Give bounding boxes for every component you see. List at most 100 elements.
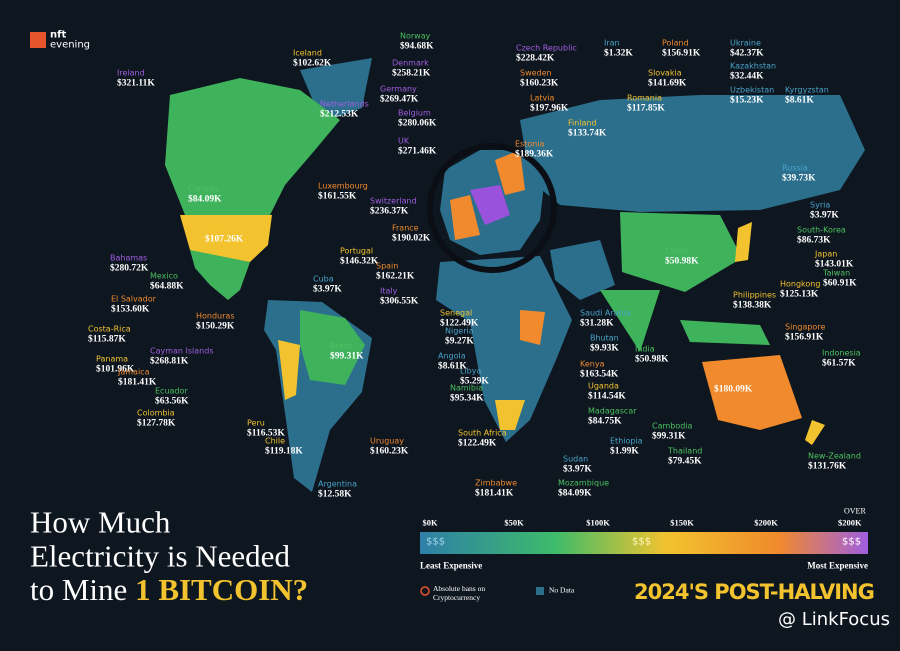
logo-text: nft [50, 29, 66, 40]
country-value: $146.32K [340, 256, 379, 267]
no-data-label: No Data [549, 586, 575, 595]
country-value: $163.54K [580, 369, 619, 380]
legend-over-value: $200K [838, 517, 862, 527]
ban-label: Absolute bans on Cryptocurrency [433, 584, 486, 602]
country-name: Madagascar [588, 407, 637, 416]
country-name: Poland [662, 39, 689, 48]
country-value: $127.78K [137, 418, 176, 429]
legend-tick: $150K [670, 517, 694, 527]
country-name: Luxembourg [318, 182, 368, 191]
country-value: $133.74K [568, 128, 607, 139]
country-value: $86.73K [797, 235, 831, 246]
country-value: $99.31K [330, 351, 364, 362]
country-value: $271.46K [398, 146, 437, 157]
country-value: $3.97K [563, 464, 592, 475]
country-name: Costa-Rica [88, 325, 131, 334]
nordics [495, 150, 525, 195]
country-value: $280.72K [110, 263, 149, 274]
country-name: Iran [604, 39, 620, 48]
country-value: $153.60K [111, 304, 150, 315]
country-name: Spain [376, 262, 398, 271]
country-value: $39.73K [782, 173, 816, 184]
country-value: $114.54K [588, 391, 626, 402]
country-value: $84.09K [558, 488, 592, 499]
country-value: $122.49K [458, 438, 497, 449]
ban-label-box: Absolute bans on Cryptocurrency [433, 584, 486, 602]
country-name: Mozambique [558, 479, 609, 488]
country-value: $258.21K [392, 68, 431, 79]
country-value: $212.53K [320, 109, 359, 120]
legend-high: Most Expensive [807, 560, 868, 570]
country-name: Libya [460, 367, 481, 376]
country-name: Philippines [733, 291, 776, 300]
ban-icon [420, 586, 430, 596]
country-name: Hongkong [780, 280, 820, 289]
canada [165, 78, 340, 215]
country-value: $141.69K [648, 78, 687, 89]
country-name: New-Zealand [808, 452, 861, 461]
country-value: $9.27K [445, 336, 474, 347]
country-name: Sudan [563, 455, 588, 464]
kenya-area [520, 310, 545, 345]
no-data-swatch [536, 587, 544, 595]
south-africa [495, 400, 525, 430]
country-value: $119.18K [265, 446, 303, 457]
logo-mark [30, 32, 46, 48]
country-name: Portugal [340, 247, 373, 256]
country-name: Kyrgyzstan [785, 86, 829, 95]
country-value: $1.32K [604, 48, 633, 59]
country-name: Jamaica [117, 368, 150, 377]
country-name: El Salvador [111, 295, 157, 304]
country-value: $99.31K [652, 431, 686, 442]
country-value: $125.13K [780, 289, 819, 300]
country-value: $84.09K [188, 194, 222, 205]
legend-tick: $200K [754, 517, 778, 527]
india [600, 290, 660, 352]
country-value: $268.81K [150, 356, 189, 367]
country-value: $180.09K [714, 384, 753, 395]
country-name: India [635, 345, 655, 354]
country-value: $161.55K [318, 191, 357, 202]
country-name: Thailand [667, 447, 702, 456]
usa [180, 215, 272, 262]
country-name: Cambodia [652, 422, 693, 431]
country-name: USA [205, 225, 222, 234]
country-name: Ukraine [730, 39, 761, 48]
country-name: Japan [814, 250, 837, 259]
country-value: $122.49K [440, 318, 479, 329]
country-name: Czech Republic [516, 44, 577, 53]
country-value: $116.53K [247, 428, 285, 439]
country-name: Syria [810, 201, 830, 210]
logo-text: evening [50, 39, 90, 50]
country-name: Uzbekistan [730, 86, 774, 95]
country-value: $131.76K [808, 461, 847, 472]
country-name: South Africa [458, 429, 507, 438]
magnifier [427, 143, 557, 273]
country-name: Kenya [580, 360, 605, 369]
country-name: South-Korea [797, 226, 846, 235]
country-value: $156.91K [662, 48, 701, 59]
country-value: $9.93K [590, 343, 619, 354]
country-name: Senegal [440, 309, 472, 318]
country-value: $5.29K [460, 376, 489, 387]
country-name: Panama [96, 355, 128, 364]
country-name: Latvia [530, 94, 554, 103]
country-value: $306.55K [380, 296, 419, 307]
country-value: $8.61K [785, 95, 814, 106]
country-value: $162.21K [376, 271, 415, 282]
legend-tick: $0K [422, 517, 438, 527]
country-name: France [392, 224, 419, 233]
country-value: $63.56K [155, 396, 189, 407]
country-name: Singapore [785, 323, 825, 332]
country-value: $160.23K [370, 446, 409, 457]
legend-ticks: $0K $50K $100K $150K $200K [422, 517, 778, 527]
country-name: Ecuador [155, 387, 188, 396]
country-name: Slovakia [648, 69, 682, 78]
country-value: $8.61K [438, 361, 467, 372]
country-value: $321.11K [117, 78, 155, 89]
country-name: Taiwan [822, 269, 850, 278]
country-value: $60.91K [823, 278, 857, 289]
country-value: $1.99K [610, 446, 639, 457]
country-name: Finland [568, 119, 597, 128]
